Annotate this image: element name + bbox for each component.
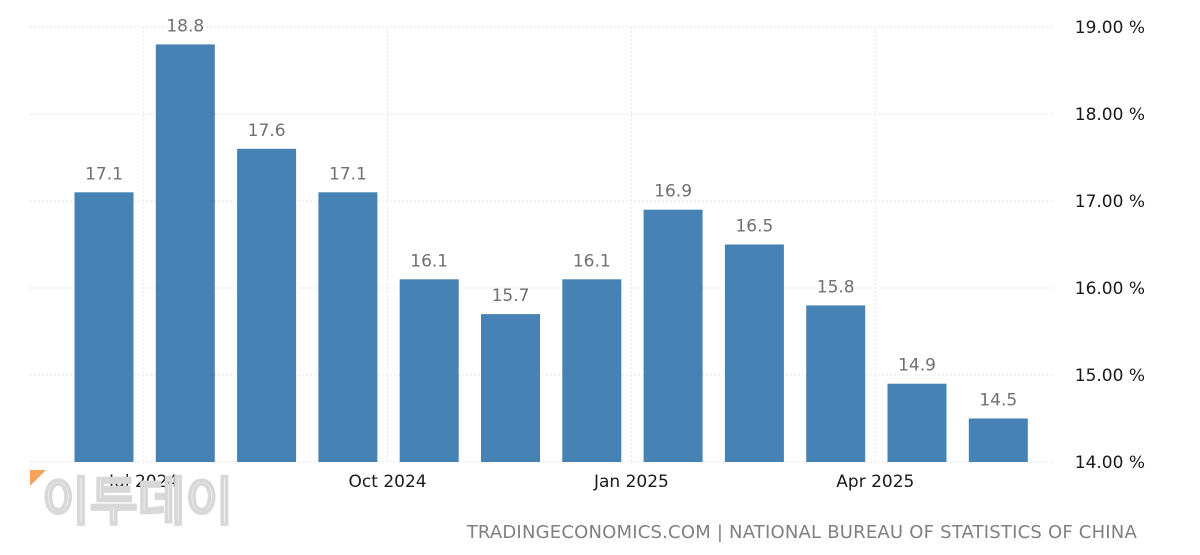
watermark-logo: 이투데이	[42, 473, 233, 533]
accent-triangle-icon	[30, 470, 46, 486]
source-credit: TRADINGECONOMICS.COM | NATIONAL BUREAU O…	[466, 522, 1138, 543]
bar	[399, 279, 459, 462]
y-tick-label: 19.00 %	[1075, 18, 1145, 38]
bar	[806, 305, 866, 462]
data-label: 16.5	[735, 217, 773, 237]
y-tick-label: 18.00 %	[1075, 105, 1145, 125]
bar	[968, 418, 1028, 462]
bar	[318, 192, 378, 463]
data-label: 16.1	[573, 251, 611, 271]
data-label: 14.9	[898, 356, 936, 376]
data-labels: 17.1 18.8 17.6 17.1 16.1 15.7 16.1 16.9 16.5 15.8…	[85, 16, 1017, 410]
data-label: 17.1	[329, 164, 367, 184]
bar	[724, 244, 784, 462]
y-tick-label: 14.00 %	[1075, 453, 1145, 473]
y-tick-label: 15.00 %	[1075, 366, 1145, 386]
data-label: 15.8	[817, 277, 855, 297]
bar	[237, 148, 297, 463]
bar	[887, 383, 947, 462]
y-axis: 19.00 % 18.00 % 17.00 % 16.00 % 15.00 % 14.00…	[1075, 18, 1145, 473]
data-label: 17.1	[85, 164, 123, 184]
x-tick-label: Apr 2025	[836, 472, 914, 492]
data-label: 15.7	[492, 286, 530, 306]
x-tick-label: Oct 2024	[349, 472, 427, 492]
bar	[481, 314, 540, 462]
bar	[74, 192, 134, 463]
gridlines	[30, 26, 1052, 463]
x-tick-label: Jan 2025	[593, 472, 669, 492]
y-tick-label: 17.00 %	[1075, 192, 1145, 212]
bar	[643, 209, 703, 462]
data-label: 17.6	[248, 121, 286, 141]
y-tick-label: 16.00 %	[1075, 279, 1145, 299]
data-label: 18.8	[166, 16, 204, 36]
bars	[74, 44, 1028, 463]
x-tick-label: Jul 2024	[108, 472, 178, 492]
data-label: 16.1	[410, 251, 448, 271]
data-label: 16.9	[654, 182, 692, 202]
data-label: 14.5	[979, 391, 1017, 411]
bar	[155, 44, 215, 463]
x-axis: Jul 2024 Oct 2024 Jan 2025 Apr 2025	[108, 472, 914, 492]
bar	[562, 279, 622, 462]
